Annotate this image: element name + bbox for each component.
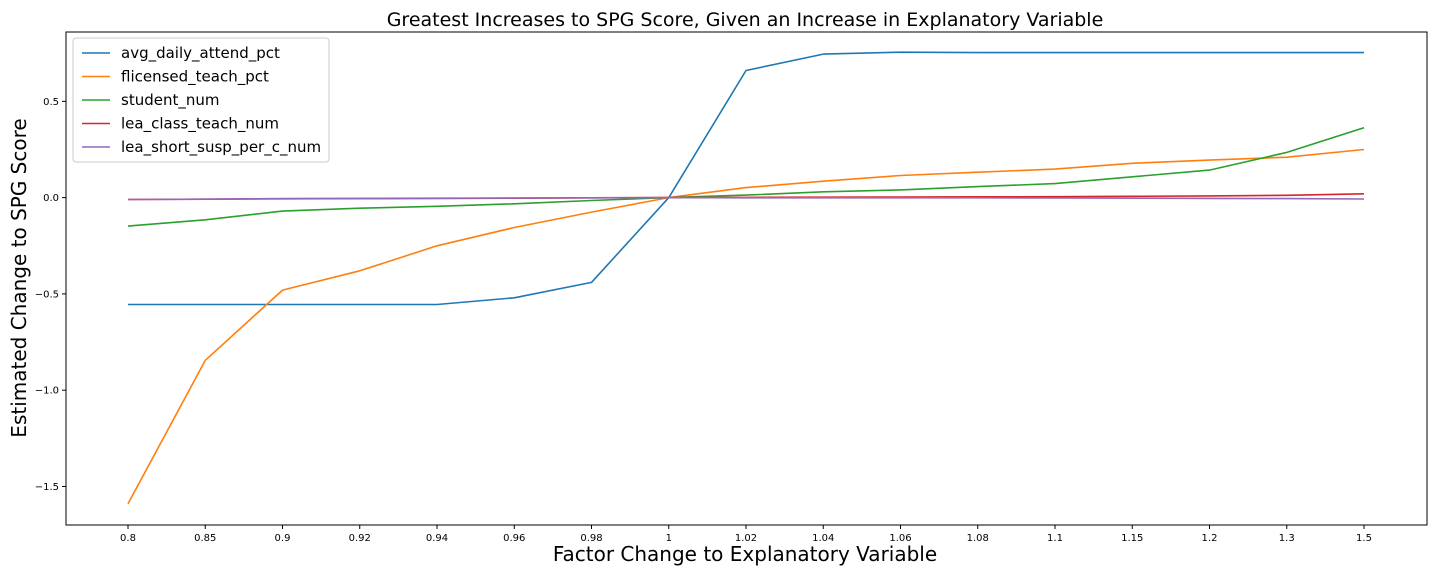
- series-line-student-num: [127, 126, 1365, 227]
- x-tick-label: 1.3: [1279, 533, 1295, 544]
- x-axis: 0.8 0.85 0.9 0.92 0.94 0.96 0.98 1 1.02 1.04 1.06 1…: [120, 525, 1372, 544]
- x-tick-label: 1.08: [967, 533, 989, 544]
- x-tick-label: 1: [666, 533, 672, 544]
- legend-label: flicensed_teach_pct: [121, 68, 269, 87]
- x-tick-label: 1.1: [1047, 533, 1063, 544]
- y-tick-label: 0.0: [43, 193, 59, 204]
- series-layer: [127, 51, 1365, 505]
- x-tick-label: 0.9: [275, 533, 291, 544]
- x-tick-label: 0.8: [120, 533, 136, 544]
- x-tick-label: 1.2: [1202, 533, 1218, 544]
- y-tick-label: −1.5: [35, 482, 59, 493]
- x-tick-label: 1.02: [735, 533, 757, 544]
- series-line-lea-short-susp-per-c-num: [127, 196, 1365, 201]
- x-tick-label: 0.98: [580, 533, 602, 544]
- legend-label: student_num: [121, 91, 219, 110]
- x-tick-label: 1.5: [1356, 533, 1372, 544]
- series-line-flicensed-teach-pct: [127, 148, 1365, 505]
- legend: avg_daily_attend_pct flicensed_teach_pcts…: [72, 37, 330, 163]
- legend-box: [72, 37, 330, 163]
- x-tick-label: 0.96: [503, 533, 525, 544]
- y-tick-label: 0.5: [43, 97, 59, 108]
- x-tick-label: 1.06: [889, 533, 911, 544]
- y-axis: 0.5 0.0 −0.5 −1.0 −1.5: [35, 97, 66, 493]
- y-axis-label: Estimated Change to SPG Score: [7, 118, 31, 437]
- x-axis-label: Factor Change to Explanatory Variable: [553, 542, 937, 566]
- y-tick-label: −0.5: [35, 289, 59, 300]
- legend-label: lea_short_susp_per_c_num: [121, 138, 321, 157]
- x-tick-label: 1.15: [1121, 533, 1143, 544]
- x-tick-label: 0.94: [426, 533, 448, 544]
- series-line-avg-daily-attend-pct: [128, 51, 1364, 306]
- legend-label: avg_daily_attend_pct: [121, 44, 280, 63]
- chart-title: Greatest Increases to SPG Score, Given a…: [387, 9, 1104, 31]
- y-tick-label: −1.0: [35, 386, 59, 397]
- legend-label: lea_class_teach_num: [121, 115, 279, 134]
- x-tick-label: 1.04: [812, 533, 834, 544]
- x-tick-label: 0.92: [349, 533, 371, 544]
- x-tick-label: 0.85: [194, 533, 216, 544]
